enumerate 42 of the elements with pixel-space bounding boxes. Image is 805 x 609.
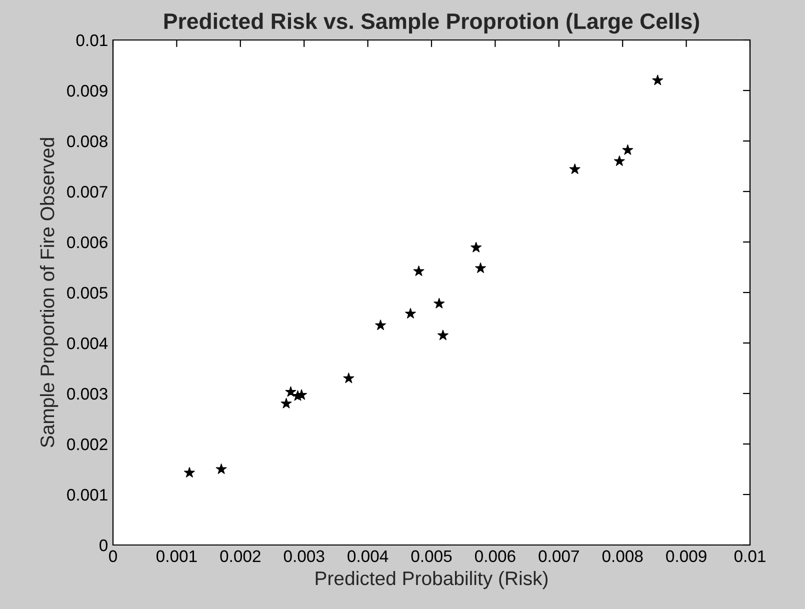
point	[434, 298, 445, 308]
x-tick-label: 0.004	[348, 550, 388, 562]
x-tick-label: 0.005	[411, 550, 452, 562]
x-tick-label: 0.007	[538, 550, 579, 562]
point	[569, 164, 580, 174]
point	[375, 320, 386, 330]
y-tick-label: 0	[100, 539, 108, 552]
point	[614, 155, 625, 166]
point	[438, 330, 448, 340]
y-tick-label: 0.006	[67, 236, 108, 248]
point	[413, 266, 424, 276]
y-tick-label: 0.005	[67, 286, 108, 299]
y-axis-title: Sample Proportion of Fire Observed	[40, 138, 58, 448]
x-tick-label: 0	[109, 550, 117, 562]
point	[622, 144, 634, 155]
point	[184, 467, 195, 478]
point	[343, 372, 354, 384]
y-tick-label: 0.001	[67, 488, 108, 501]
x-tick-label: 0.002	[220, 550, 260, 562]
y-tick-label: 0.007	[67, 186, 108, 198]
y-tick-label: 0.01	[76, 34, 108, 46]
x-tick-label: 0.009	[666, 550, 706, 562]
y-tick-label: 0.004	[67, 337, 108, 350]
x-tick-label: 0.006	[475, 550, 516, 562]
point	[470, 242, 482, 252]
y-tick-label: 0.003	[67, 388, 108, 400]
x-tick-label: 0.01	[734, 550, 766, 562]
y-tick-label: 0.002	[67, 438, 108, 450]
x-axis-title: Predicted Probability (Risk)	[316, 570, 548, 590]
x-tick-label: 0.003	[284, 550, 324, 562]
y-tick-label: 0.009	[67, 84, 108, 97]
y-tick-label: 0.008	[67, 135, 108, 148]
point	[296, 389, 308, 400]
point	[405, 308, 416, 318]
x-tick-label: 0.008	[602, 550, 643, 562]
point	[216, 464, 227, 474]
point	[285, 386, 296, 397]
point	[652, 74, 664, 86]
chart-title: Predicted Risk vs. Sample Proprotion (Large Cells)	[164, 12, 699, 34]
x-tick-label: 0.001	[156, 550, 197, 562]
point	[280, 398, 292, 408]
point	[475, 262, 486, 273]
